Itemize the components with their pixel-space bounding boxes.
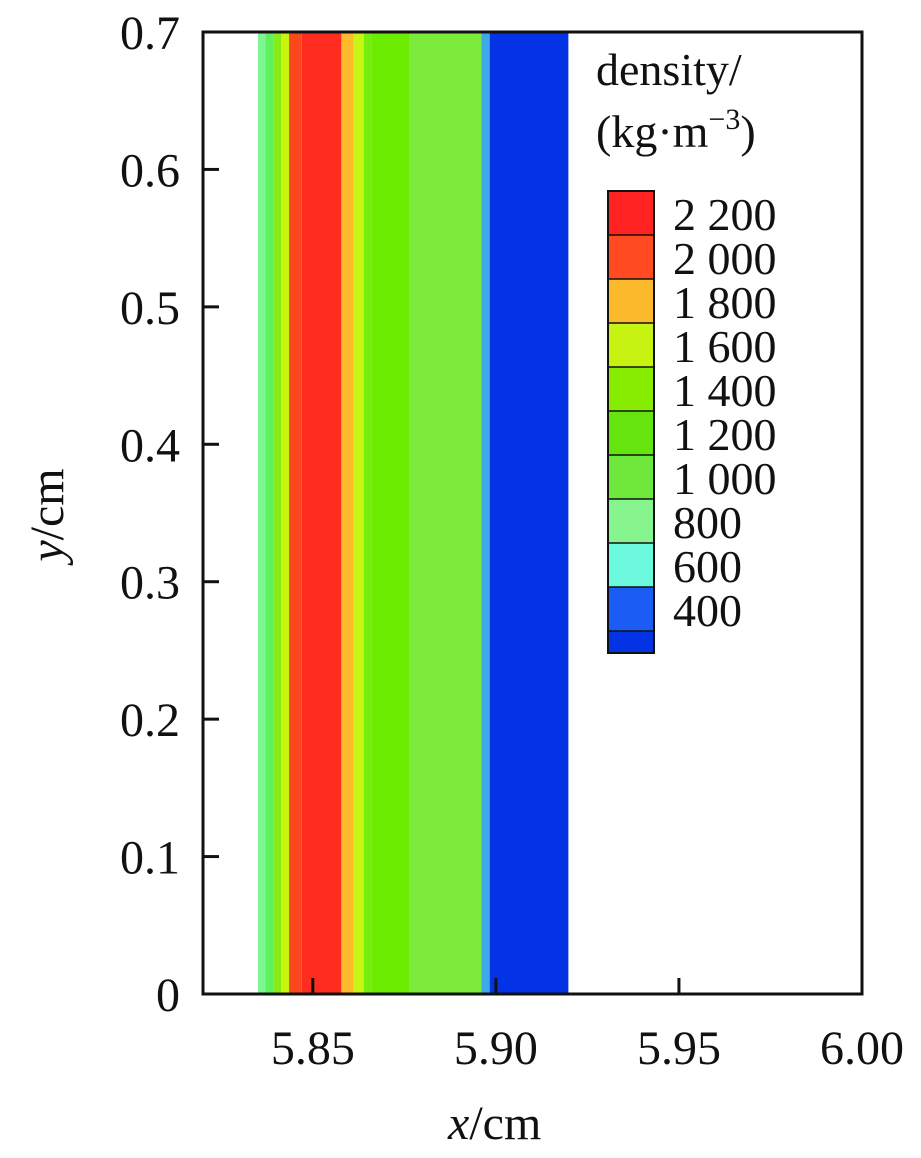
- y-tick-label-5: 0.5: [120, 282, 180, 335]
- y-axis: 0 0.1 0.2 0.3 0.4 0.5 0.6 0.7: [120, 7, 219, 1022]
- legend-label-9: 400: [673, 585, 742, 636]
- density-bands: [257, 32, 569, 994]
- density-band-7: [353, 32, 364, 994]
- density-band-3: [281, 32, 290, 994]
- legend-label-6: 1 000: [673, 453, 777, 504]
- x-tick-label-3: 6.00: [820, 1022, 904, 1075]
- density-band-8: [363, 32, 372, 994]
- legend-label-8: 600: [673, 541, 742, 592]
- x-axis: 5.85 5.90 5.95 6.00: [271, 978, 904, 1075]
- density-band-10: [409, 32, 482, 994]
- legend-swatch-7: [608, 499, 654, 543]
- density-band-11: [481, 32, 490, 994]
- legend-swatch-4: [608, 367, 654, 411]
- legend-swatches: [607, 190, 655, 654]
- legend-label-1: 2 000: [673, 233, 777, 284]
- x-tick-label-2: 5.95: [637, 1022, 721, 1075]
- y-tick-label-3: 0.3: [120, 557, 180, 610]
- legend-label-4: 1 400: [673, 365, 777, 416]
- density-band-4: [289, 32, 302, 994]
- density-band-5: [301, 32, 342, 994]
- y-axis-title: y/cm: [21, 468, 74, 566]
- legend-label-3: 1 600: [673, 321, 777, 372]
- density-band-0: [257, 32, 266, 994]
- legend-colorbar-frame: [607, 190, 655, 654]
- x-axis-title: x/cm: [447, 1097, 541, 1150]
- density-band-6: [341, 32, 354, 994]
- legend-swatch-9: [608, 587, 654, 631]
- y-tick-label-4: 0.4: [120, 419, 180, 472]
- density-band-12: [489, 32, 569, 994]
- density-band-2: [273, 32, 282, 994]
- legend-title-line2: (kg·m−3): [596, 103, 756, 157]
- legend-title-line1: density/: [596, 44, 742, 95]
- y-tick-label-1: 0.1: [120, 832, 180, 885]
- legend-swatch-5: [608, 411, 654, 455]
- legend-swatch-bottom: [608, 631, 654, 653]
- legend-swatch-0: [608, 191, 654, 235]
- legend-label-5: 1 200: [673, 409, 777, 460]
- legend-swatch-2: [608, 279, 654, 323]
- plot-frame: [201, 30, 864, 996]
- legend-swatch-6: [608, 455, 654, 499]
- x-tick-label-1: 5.90: [454, 1022, 538, 1075]
- y-tick-label-6: 0.6: [120, 144, 180, 197]
- y-tick-label-7: 0.7: [120, 7, 180, 60]
- legend-swatch-3: [608, 323, 654, 367]
- y-tick-label-0: 0: [156, 969, 180, 1022]
- legend-label-0: 2 200: [673, 189, 777, 240]
- density-band-1: [265, 32, 274, 994]
- density-band-9: [371, 32, 410, 994]
- legend-swatch-8: [608, 543, 654, 587]
- y-tick-label-2: 0.2: [120, 694, 180, 747]
- x-tick-label-0: 5.85: [271, 1022, 355, 1075]
- legend-label-2: 1 800: [673, 277, 777, 328]
- legend-label-7: 800: [673, 497, 742, 548]
- legend-swatch-1: [608, 235, 654, 279]
